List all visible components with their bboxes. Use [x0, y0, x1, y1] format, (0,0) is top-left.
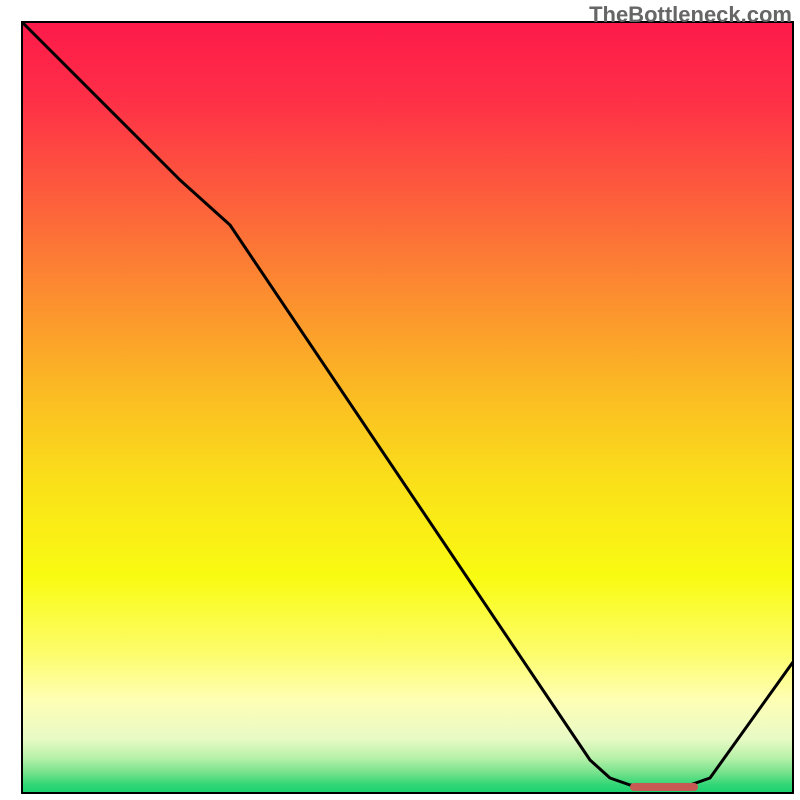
chart-container: TheBottleneck.com	[0, 0, 800, 800]
optimal-marker	[630, 783, 698, 791]
chart-svg	[0, 0, 800, 800]
watermark-text: TheBottleneck.com	[589, 2, 792, 28]
